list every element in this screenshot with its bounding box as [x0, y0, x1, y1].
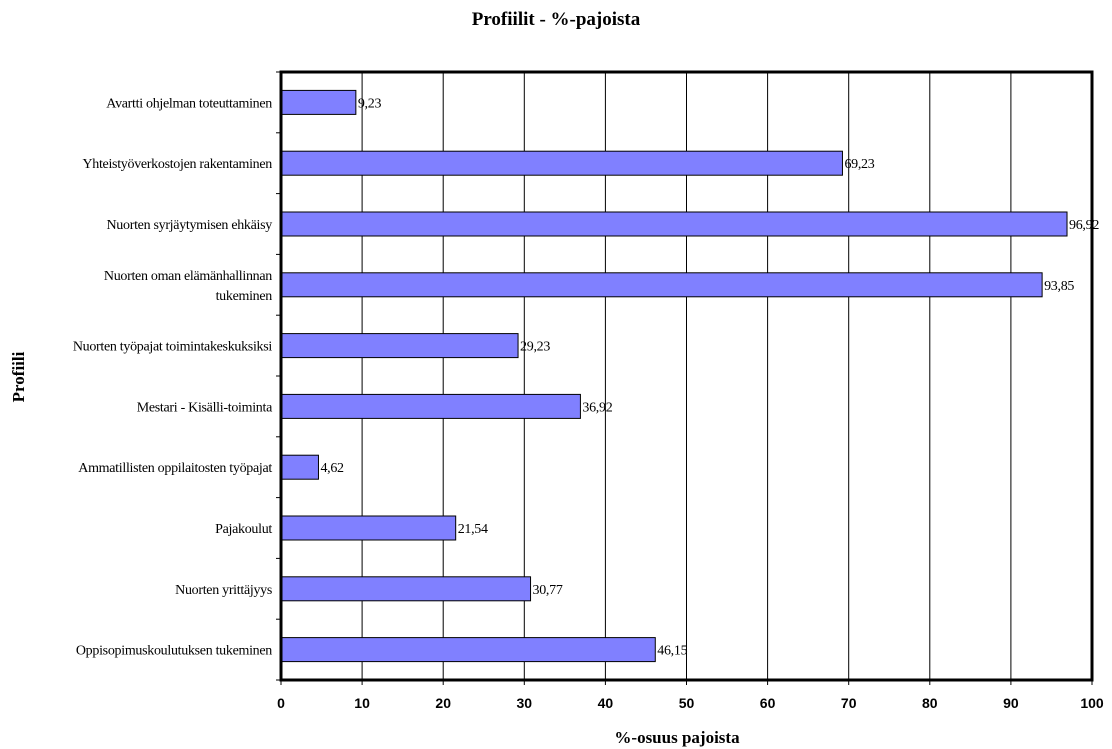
x-tick-label: 0 [277, 695, 285, 711]
x-tick-label: 70 [841, 695, 857, 711]
y-axis-title: Profiili [9, 351, 28, 402]
data-label: 30,77 [533, 583, 563, 598]
data-label: 46,15 [657, 644, 687, 659]
x-axis-title: %-osuus pajoista [614, 728, 740, 747]
bar [280, 333, 519, 359]
bar [280, 454, 319, 480]
bar [280, 637, 656, 663]
x-tick-label: 40 [598, 695, 614, 711]
category-labels: Avartti ohjelman toteuttaminen Yhteistyöv… [73, 96, 274, 659]
bar [280, 393, 581, 419]
bar [280, 576, 532, 602]
bar [280, 272, 1043, 298]
category-label: Pajakoulut [215, 522, 272, 537]
x-tick-label: 10 [354, 695, 370, 711]
bar [280, 150, 843, 176]
x-tick-label: 60 [760, 695, 776, 711]
category-label: Oppisopimuskoulutuksen tukeminen [76, 644, 272, 659]
x-tick-label: 100 [1080, 695, 1104, 711]
data-label: 93,85 [1044, 279, 1074, 294]
data-label: 36,92 [582, 400, 612, 415]
category-label: Ammatillisten oppilaitosten työpajat [78, 461, 272, 476]
category-label: Mestari - Kisälli-toiminta [137, 400, 273, 415]
x-tick-label: 20 [435, 695, 451, 711]
bar [280, 515, 457, 541]
category-label: Yhteistyöverkostojen rakentaminen [82, 157, 272, 172]
data-label: 4,62 [320, 461, 344, 476]
bar [280, 211, 1068, 237]
x-tick-label: 80 [922, 695, 938, 711]
bar [280, 89, 357, 115]
data-label: 21,54 [458, 522, 488, 537]
data-label: 69,23 [844, 157, 874, 172]
category-label: Nuorten syrjäytymisen ehkäisy [107, 218, 273, 233]
x-tick-label: 30 [517, 695, 533, 711]
data-label: 29,23 [520, 340, 550, 355]
data-labels: 9,23 69,23 96,92 93,85 29,23 36,92 4,62 21,54 30… [320, 96, 1099, 658]
category-label: tukeminen [216, 289, 273, 304]
x-tick-label: 50 [679, 695, 695, 711]
category-label: Nuorten työpajat toimintakeskuksiksi [73, 340, 273, 355]
data-label: 96,92 [1069, 218, 1099, 233]
x-tick-label: 90 [1003, 695, 1019, 711]
data-label: 9,23 [358, 96, 382, 111]
x-axis-ticks: 0 10 20 30 40 50 60 70 80 90 100 [276, 71, 1104, 711]
bars [280, 89, 1068, 663]
category-label: Nuorten yrittäjyys [175, 583, 272, 598]
category-label: Nuorten oman elämänhallinnan [104, 269, 272, 284]
category-label: Avartti ohjelman toteuttaminen [106, 96, 272, 111]
chart-title: Profiilit - %-pajoista [472, 9, 641, 30]
